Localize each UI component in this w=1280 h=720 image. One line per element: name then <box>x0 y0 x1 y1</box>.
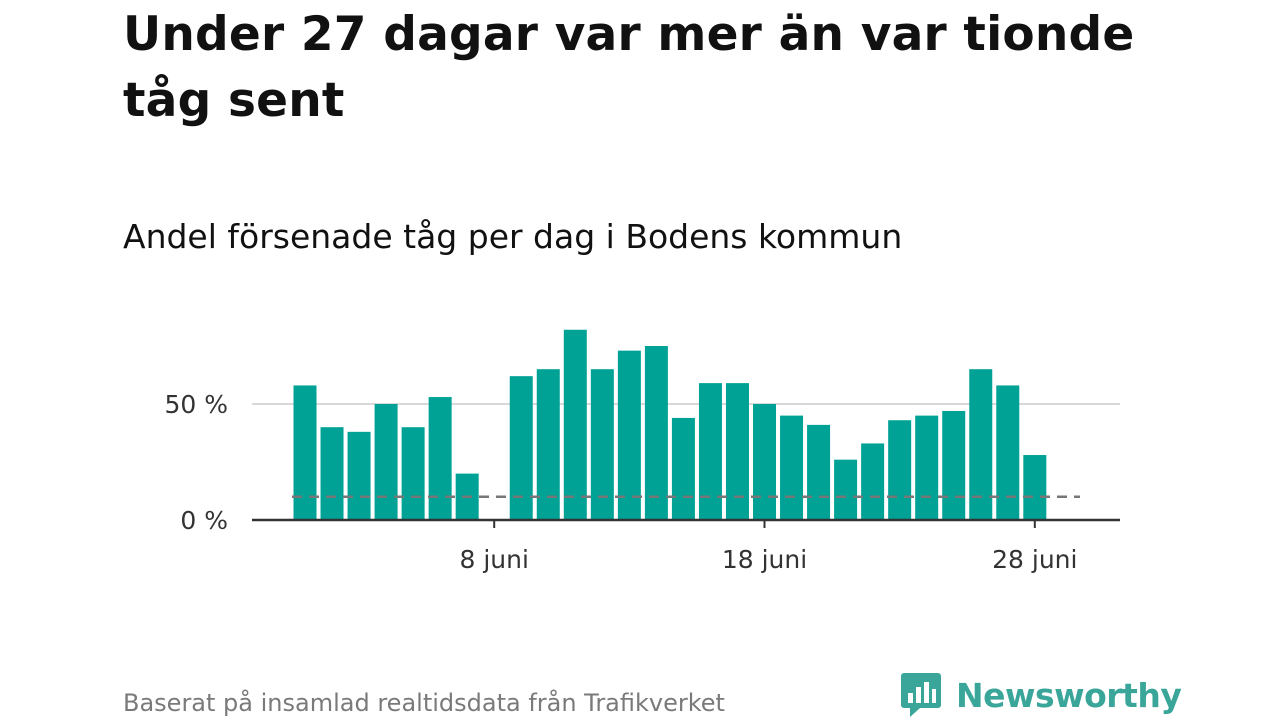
bar <box>996 385 1020 520</box>
y-tick-label: 0 % <box>180 506 228 535</box>
bar <box>590 369 614 520</box>
bar <box>320 427 344 520</box>
bar <box>942 410 966 520</box>
bar <box>293 385 317 520</box>
bar <box>861 443 885 520</box>
bar <box>347 431 371 520</box>
bar <box>1023 455 1047 520</box>
bar <box>428 397 452 520</box>
bar <box>888 420 912 520</box>
brand-name: Newsworthy <box>956 675 1182 715</box>
y-tick-label: 50 % <box>164 390 228 419</box>
bar <box>401 427 425 520</box>
bar <box>563 329 587 520</box>
bar <box>725 383 749 520</box>
bar <box>617 350 641 520</box>
bar <box>374 404 398 520</box>
bar <box>969 369 993 520</box>
x-tick-label: 8 juni <box>459 545 528 574</box>
x-tick-label: 18 juni <box>722 545 807 574</box>
bar <box>834 459 858 520</box>
brand: Newsworthy <box>900 670 1182 720</box>
source-note: Baserat på insamlad realtidsdata från Tr… <box>123 689 725 717</box>
bars <box>293 329 1047 520</box>
bar <box>915 415 939 520</box>
bar <box>780 415 804 520</box>
axes: 0 % 50 % 8 juni 18 juni 28 juni <box>164 390 1120 574</box>
bar <box>509 376 533 520</box>
chart-subtitle: Andel försenade tåg per dag i Bodens kom… <box>123 217 903 256</box>
bar <box>536 369 560 520</box>
newsworthy-logo-icon <box>901 673 941 717</box>
bar <box>807 424 831 520</box>
bar <box>753 404 777 520</box>
x-tick-label: 28 juni <box>992 545 1077 574</box>
bar-chart: 0 % 50 % 8 juni 18 juni 28 juni <box>164 329 1120 574</box>
bar <box>644 346 668 520</box>
bar <box>698 383 722 520</box>
chart-title: Under 27 dagar var mer än var tionde tåg… <box>123 7 1135 128</box>
bar <box>671 417 695 520</box>
